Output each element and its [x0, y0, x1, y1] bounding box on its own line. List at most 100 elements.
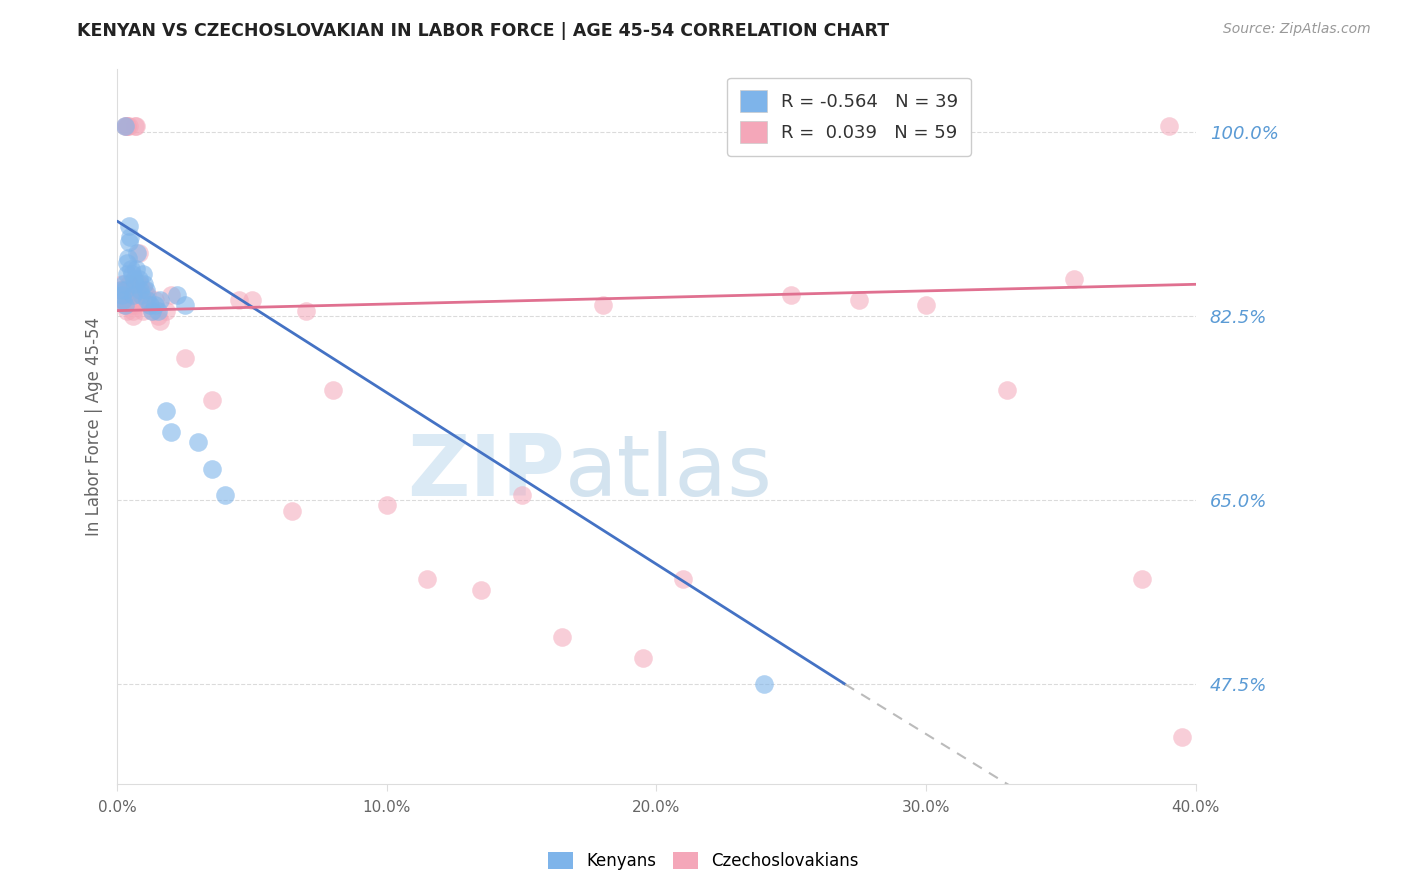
Point	[114, 298, 136, 312]
Point	[160, 288, 183, 302]
Text: KENYAN VS CZECHOSLOVAKIAN IN LABOR FORCE | AGE 45-54 CORRELATION CHART: KENYAN VS CZECHOSLOVAKIAN IN LABOR FORCE…	[77, 22, 890, 40]
Point	[110, 288, 132, 302]
Point	[135, 293, 157, 307]
Point	[111, 293, 134, 307]
Point	[111, 277, 134, 292]
Point	[121, 267, 143, 281]
Point	[131, 293, 153, 307]
Point	[115, 120, 138, 134]
Point	[375, 499, 398, 513]
Point	[134, 283, 156, 297]
Point	[1171, 730, 1194, 744]
Point	[120, 230, 142, 244]
Point	[124, 277, 146, 292]
Point	[200, 461, 222, 475]
Point	[143, 293, 166, 307]
Point	[141, 303, 163, 318]
Point	[112, 293, 135, 307]
Point	[131, 288, 153, 302]
Point	[129, 283, 152, 297]
Point	[114, 120, 136, 134]
Text: atlas: atlas	[565, 432, 773, 515]
Y-axis label: In Labor Force | Age 45-54: In Labor Force | Age 45-54	[86, 317, 103, 536]
Point	[124, 120, 146, 134]
Point	[112, 283, 135, 297]
Point	[114, 298, 136, 312]
Point	[143, 298, 166, 312]
Point	[127, 245, 149, 260]
Point	[117, 293, 139, 307]
Point	[121, 303, 143, 318]
Point	[281, 503, 304, 517]
Point	[114, 288, 136, 302]
Point	[124, 120, 146, 134]
Point	[470, 582, 492, 597]
Point	[112, 277, 135, 292]
Point	[114, 120, 136, 134]
Point	[322, 383, 344, 397]
Point	[117, 288, 139, 302]
Point	[115, 256, 138, 270]
Point	[117, 120, 139, 134]
Point	[149, 314, 172, 328]
Point	[295, 303, 318, 318]
Point	[128, 272, 150, 286]
Point	[114, 283, 136, 297]
Text: Source: ZipAtlas.com: Source: ZipAtlas.com	[1223, 22, 1371, 37]
Point	[240, 293, 263, 307]
Point	[132, 267, 155, 281]
Point	[754, 677, 776, 691]
Point	[112, 293, 135, 307]
Point	[166, 288, 188, 302]
Point	[125, 261, 148, 276]
Point	[125, 293, 148, 307]
Point	[115, 303, 138, 318]
Point	[124, 298, 146, 312]
Point	[134, 277, 156, 292]
Point	[135, 288, 157, 302]
Point	[128, 245, 150, 260]
Point	[141, 303, 163, 318]
Point	[122, 309, 145, 323]
Point	[118, 288, 141, 302]
Point	[117, 277, 139, 292]
Point	[122, 288, 145, 302]
Point	[117, 251, 139, 265]
Point	[122, 272, 145, 286]
Point	[1130, 572, 1153, 586]
Point	[117, 120, 139, 134]
Point	[592, 298, 614, 312]
Point	[416, 572, 439, 586]
Point	[132, 303, 155, 318]
Point	[848, 293, 870, 307]
Point	[780, 288, 803, 302]
Point	[915, 298, 938, 312]
Point	[672, 572, 695, 586]
Point	[146, 303, 169, 318]
Point	[117, 235, 139, 250]
Legend: R = -0.564   N = 39, R =  0.039   N = 59: R = -0.564 N = 39, R = 0.039 N = 59	[727, 78, 972, 156]
Point	[121, 288, 143, 302]
Point	[127, 277, 149, 292]
Point	[510, 488, 533, 502]
Point	[160, 425, 183, 439]
Point	[149, 293, 172, 307]
Point	[120, 298, 142, 312]
Point	[173, 351, 195, 365]
Point	[200, 393, 222, 408]
Legend: Kenyans, Czechoslovakians: Kenyans, Czechoslovakians	[541, 845, 865, 877]
Point	[114, 298, 136, 312]
Point	[138, 298, 160, 312]
Point	[214, 488, 236, 502]
Point	[117, 267, 139, 281]
Point	[111, 288, 134, 302]
Point	[173, 298, 195, 312]
Point	[118, 219, 141, 234]
Point	[120, 283, 142, 297]
Point	[551, 630, 574, 644]
Point	[138, 298, 160, 312]
Point	[110, 283, 132, 297]
Point	[120, 261, 142, 276]
Point	[146, 309, 169, 323]
Point	[110, 283, 132, 297]
